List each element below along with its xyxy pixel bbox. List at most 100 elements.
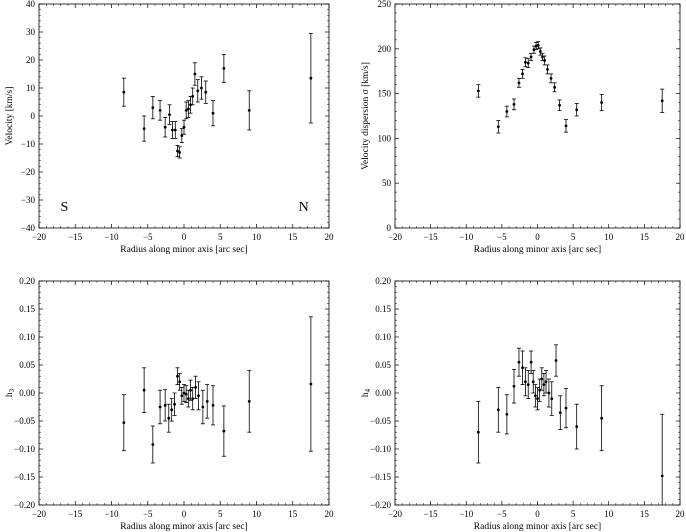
data-point xyxy=(221,405,226,457)
x-tick-label: −10 xyxy=(459,232,474,242)
x-tick-label: 0 xyxy=(535,509,540,519)
y-tick-label: −20 xyxy=(21,167,36,177)
point-marker xyxy=(176,149,179,153)
point-marker xyxy=(189,388,192,392)
data-point xyxy=(142,367,147,414)
point-marker xyxy=(660,99,664,103)
x-tick-label: 0 xyxy=(182,232,187,242)
point-marker xyxy=(142,388,146,392)
point-marker xyxy=(204,90,208,94)
data-point xyxy=(247,90,252,131)
point-marker xyxy=(533,394,537,398)
point-marker xyxy=(538,388,542,392)
data-point xyxy=(211,385,215,426)
point-marker xyxy=(186,397,190,400)
point-marker xyxy=(205,400,209,403)
point-marker xyxy=(476,89,480,93)
data-point xyxy=(195,79,200,103)
point-marker xyxy=(529,360,533,364)
data-point xyxy=(182,119,186,135)
y-tick-label: 0.05 xyxy=(19,360,35,370)
point-marker xyxy=(543,59,547,62)
point-marker xyxy=(182,391,186,395)
y-tick-label: 250 xyxy=(378,0,392,9)
point-marker xyxy=(163,403,167,407)
data-point xyxy=(166,403,171,433)
x-tick-label: 5 xyxy=(218,232,223,242)
plot-frame xyxy=(394,3,681,229)
data-point xyxy=(177,146,182,159)
point-marker xyxy=(247,400,251,403)
data-point xyxy=(158,389,163,425)
point-marker xyxy=(536,397,539,400)
point-marker xyxy=(517,360,521,364)
data-point xyxy=(173,121,178,139)
point-marker xyxy=(476,430,480,434)
point-marker xyxy=(517,81,521,85)
point-marker xyxy=(521,366,524,370)
data-point xyxy=(520,69,525,79)
point-marker xyxy=(189,103,192,107)
y-tick-label: 0.10 xyxy=(19,332,35,342)
point-marker xyxy=(168,113,171,116)
point-marker xyxy=(550,397,554,400)
point-marker xyxy=(182,125,186,129)
point-marker xyxy=(142,127,146,130)
point-marker xyxy=(549,76,553,80)
x-tick-label: 15 xyxy=(288,509,298,519)
dispersion-panel: −20 −15 −10 −5 0 5 10 15 20050100150200250Radius… xyxy=(361,0,685,255)
point-marker xyxy=(222,67,226,70)
point-marker xyxy=(554,359,558,362)
data-point xyxy=(177,372,182,391)
point-marker xyxy=(600,416,604,420)
data-point xyxy=(175,367,180,386)
y-tick-label: −0.20 xyxy=(14,500,35,510)
y-tick-label: −0.05 xyxy=(14,416,35,426)
south-label: S xyxy=(60,200,68,215)
x-tick-label: −15 xyxy=(68,509,83,519)
data-point xyxy=(190,87,195,106)
point-marker xyxy=(191,95,195,98)
data-point xyxy=(574,103,579,117)
point-marker xyxy=(196,89,200,93)
point-marker xyxy=(158,109,162,112)
x-tick-label: −5 xyxy=(497,509,507,519)
point-marker xyxy=(158,405,162,409)
data-point xyxy=(504,394,509,435)
point-marker xyxy=(523,60,527,64)
x-tick-label: 15 xyxy=(288,232,298,242)
data-point xyxy=(535,386,540,411)
data-point xyxy=(184,385,189,403)
point-marker xyxy=(558,103,561,107)
x-axis-label: Radius along minor axis [arc sec] xyxy=(474,522,601,532)
y-tick-label: 30 xyxy=(26,27,36,37)
data-point xyxy=(121,394,126,452)
point-marker xyxy=(496,125,500,129)
data-point xyxy=(504,105,509,118)
y-tick-label: −0.05 xyxy=(370,416,391,426)
h4-panel: −20 −15 −10 −5 0 5 10 15 20 −0.20 −0.15 −0.10 −0.05 0… xyxy=(361,276,685,532)
data-point xyxy=(660,413,665,505)
data-point xyxy=(476,400,481,464)
point-marker xyxy=(531,380,535,384)
data-point xyxy=(150,425,155,464)
data-point xyxy=(188,379,193,401)
data-point xyxy=(599,385,604,452)
x-tick-label: −20 xyxy=(32,509,47,519)
point-marker xyxy=(184,109,188,112)
x-tick-label: 15 xyxy=(640,509,650,519)
data-point xyxy=(511,98,516,111)
data-point xyxy=(158,100,163,121)
data-point xyxy=(308,316,313,452)
point-marker xyxy=(538,50,542,53)
point-marker xyxy=(200,86,203,90)
point-marker xyxy=(171,128,174,132)
data-point xyxy=(558,395,563,430)
y-tick-label: 40 xyxy=(26,0,36,9)
data-point xyxy=(546,378,551,408)
data-point xyxy=(192,62,197,86)
data-point xyxy=(496,386,501,433)
data-point xyxy=(169,398,174,422)
data-point xyxy=(188,96,193,114)
